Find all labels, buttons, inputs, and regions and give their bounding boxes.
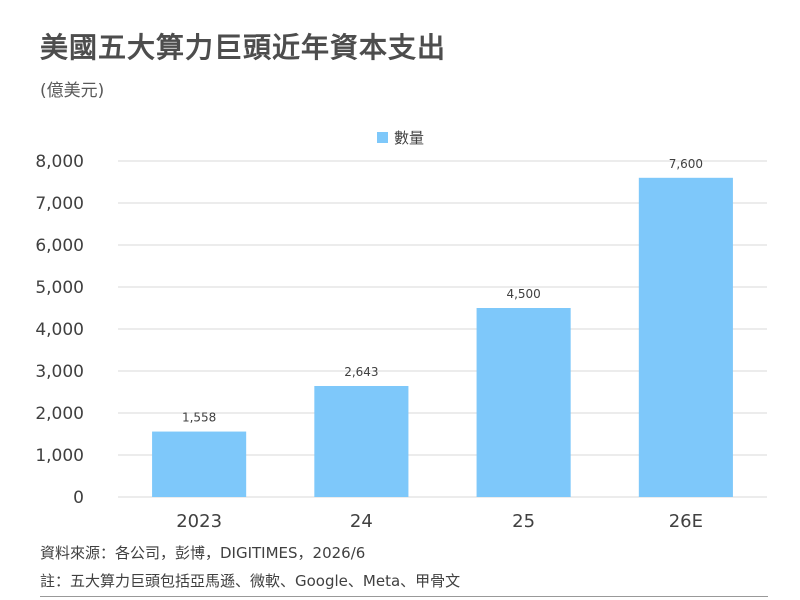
bar bbox=[314, 385, 409, 497]
y-tick-label: 5,000 bbox=[35, 278, 84, 298]
legend-swatch bbox=[377, 132, 388, 143]
bar bbox=[638, 177, 733, 498]
y-axis-tick-labels: 0 1,000 2,000 3,000 4,000 5,000 6,000 7,000 8,00… bbox=[35, 152, 84, 508]
y-tick-label: 2,000 bbox=[35, 404, 84, 424]
bars bbox=[152, 177, 733, 498]
bottom-divider bbox=[40, 596, 768, 597]
data-label: 4,500 bbox=[506, 287, 540, 301]
footnote: 註：五大算力巨頭包括亞馬遜、微軟、Google、Meta、甲骨文 bbox=[40, 572, 461, 590]
bar bbox=[476, 308, 571, 497]
chart-subtitle: (億美元) bbox=[40, 81, 105, 101]
legend-label: 數量 bbox=[394, 129, 424, 147]
y-tick-label: 8,000 bbox=[35, 152, 84, 172]
data-label: 1,558 bbox=[182, 411, 216, 425]
data-labels: 1,558 2,643 4,500 7,600 bbox=[182, 157, 703, 425]
x-axis-tick-labels: 2023 24 25 26E bbox=[176, 511, 703, 532]
x-tick-label: 26E bbox=[669, 511, 703, 532]
y-tick-label: 7,000 bbox=[35, 194, 84, 214]
data-label: 7,600 bbox=[669, 157, 703, 171]
x-tick-label: 2023 bbox=[176, 511, 222, 532]
data-label: 2,643 bbox=[344, 365, 378, 379]
y-tick-label: 1,000 bbox=[35, 446, 84, 466]
y-tick-label: 6,000 bbox=[35, 236, 84, 256]
x-tick-label: 24 bbox=[350, 511, 373, 532]
bar bbox=[152, 431, 247, 497]
x-tick-label: 25 bbox=[512, 511, 535, 532]
legend: 數量 bbox=[377, 129, 424, 147]
source-note: 資料來源：各公司，彭博，DIGITIMES，2026/6 bbox=[40, 544, 366, 562]
y-tick-label: 4,000 bbox=[35, 320, 84, 340]
chart-title: 美國五大算力巨頭近年資本支出 bbox=[40, 31, 447, 64]
y-tick-label: 0 bbox=[73, 488, 84, 508]
y-tick-label: 3,000 bbox=[35, 362, 84, 382]
